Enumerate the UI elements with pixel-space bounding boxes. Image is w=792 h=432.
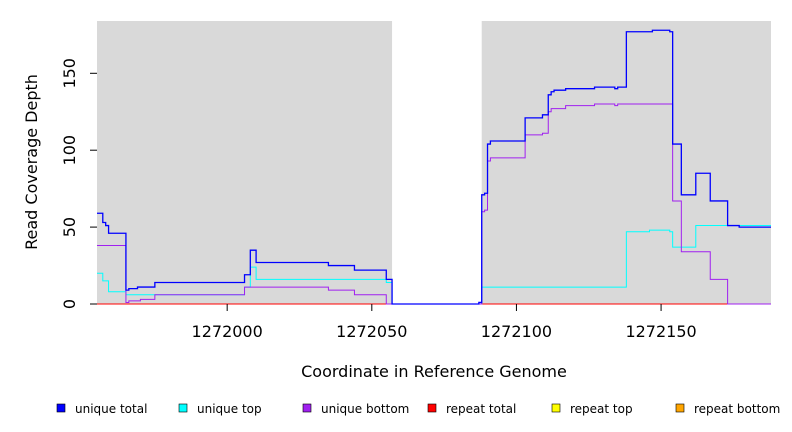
x-tick-label: 1272050 xyxy=(336,322,407,341)
legend-swatch-unique-top xyxy=(178,403,188,413)
x-tick-label: 1272100 xyxy=(481,322,552,341)
legend-label-unique-top: unique top xyxy=(197,402,262,416)
y-tick-label: 50 xyxy=(60,217,79,237)
legend-swatch-repeat-top xyxy=(551,403,561,413)
gap-region xyxy=(392,21,482,304)
legend-swatch-repeat-total xyxy=(427,403,437,413)
y-tick-label: 150 xyxy=(60,58,79,89)
legend-swatch-unique-total xyxy=(56,403,66,413)
legend-label-repeat-total: repeat total xyxy=(446,402,516,416)
series-line-unique-total xyxy=(97,29,771,305)
legend-swatch-unique-bottom xyxy=(302,403,312,413)
y-axis-title: Read Coverage Depth xyxy=(22,74,41,250)
series-line-unique-bottom xyxy=(97,103,771,305)
x-tick-label: 1272000 xyxy=(192,322,263,341)
x-tick-label: 1272150 xyxy=(625,322,696,341)
legend-label-repeat-bottom: repeat bottom xyxy=(694,402,780,416)
series-layer xyxy=(97,29,771,305)
series-line-unique-top xyxy=(97,225,771,305)
plot-background xyxy=(97,21,771,304)
y-tick-label: 100 xyxy=(60,135,79,166)
legend-label-repeat-top: repeat top xyxy=(570,402,633,416)
legend: unique total unique top unique bottom repea… xyxy=(56,402,780,416)
axes-layer: 1272000 1272050 1272100 1272150 0 50 100 150 xyxy=(60,58,697,341)
y-tick-label: 0 xyxy=(60,299,79,309)
legend-swatch-repeat-bottom xyxy=(675,403,685,413)
legend-label-unique-total: unique total xyxy=(75,402,147,416)
legend-label-unique-bottom: unique bottom xyxy=(321,402,409,416)
x-axis-title: Coordinate in Reference Genome xyxy=(301,362,567,381)
